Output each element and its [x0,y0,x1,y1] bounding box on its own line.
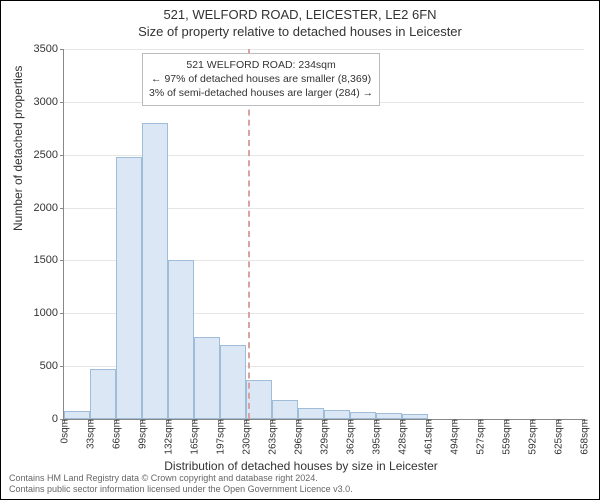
xtick-label: 99sqm [136,419,149,449]
histogram-bar [402,414,428,419]
ytick-label: 1000 [34,307,64,319]
histogram-bar [220,345,246,419]
ytick-label: 2500 [34,149,64,161]
xtick-label: 658sqm [578,419,591,455]
xtick-label: 66sqm [110,419,123,449]
xtick-label: 230sqm [240,419,253,455]
y-axis-label: Number of detached properties [11,66,25,231]
histogram-bar [116,157,142,419]
ytick-label: 3000 [34,96,64,108]
gridline [64,49,584,50]
footer-line2: Contains public sector information licen… [9,484,353,495]
xtick-label: 428sqm [396,419,409,455]
histogram-bar [168,260,194,419]
ytick-label: 500 [40,360,64,372]
histogram-bar [64,411,90,419]
xtick-label: 197sqm [214,419,227,455]
xtick-label: 527sqm [474,419,487,455]
x-axis-label: Distribution of detached houses by size … [1,459,600,473]
ytick-label: 3500 [34,43,64,55]
histogram-bar [142,123,168,419]
xtick-label: 329sqm [318,419,331,455]
annotation-line2: ← 97% of detached houses are smaller (8,… [149,72,373,86]
histogram-bar [194,337,220,419]
plot-area: 05001000150020002500300035000sqm33sqm66s… [63,49,584,420]
histogram-bar [376,413,402,419]
xtick-label: 625sqm [552,419,565,455]
xtick-label: 132sqm [162,419,175,455]
xtick-label: 592sqm [526,419,539,455]
histogram-bar [90,369,116,419]
xtick-label: 461sqm [422,419,435,455]
xtick-label: 362sqm [344,419,357,455]
histogram-bar [324,410,350,420]
footer-line1: Contains HM Land Registry data © Crown c… [9,473,353,484]
xtick-label: 559sqm [500,419,513,455]
annotation-line1: 521 WELFORD ROAD: 234sqm [149,58,373,72]
annotation-box: 521 WELFORD ROAD: 234sqm ← 97% of detach… [142,53,380,106]
xtick-label: 395sqm [370,419,383,455]
xtick-label: 296sqm [292,419,305,455]
ytick-label: 1500 [34,254,64,266]
histogram-bar [350,412,376,419]
histogram-bar [272,400,298,419]
histogram-bar [298,408,324,419]
xtick-label: 165sqm [188,419,201,455]
xtick-label: 263sqm [266,419,279,455]
ytick-label: 2000 [34,202,64,214]
xtick-label: 0sqm [58,419,71,443]
chart-container: 521, WELFORD ROAD, LEICESTER, LE2 6FN Si… [0,0,600,500]
page-subtitle: Size of property relative to detached ho… [1,24,599,39]
annotation-line3: 3% of semi-detached houses are larger (2… [149,86,373,100]
page-title: 521, WELFORD ROAD, LEICESTER, LE2 6FN [1,7,599,22]
footer: Contains HM Land Registry data © Crown c… [9,473,353,495]
xtick-label: 494sqm [448,419,461,455]
xtick-label: 33sqm [84,419,97,449]
